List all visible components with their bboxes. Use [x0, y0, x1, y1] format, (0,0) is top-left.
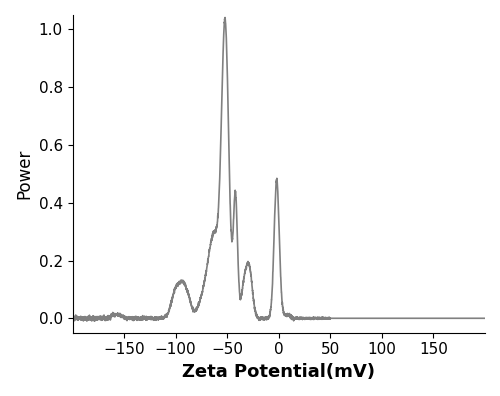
Y-axis label: Power: Power [15, 148, 33, 199]
X-axis label: Zeta Potential(mV): Zeta Potential(mV) [182, 363, 376, 381]
